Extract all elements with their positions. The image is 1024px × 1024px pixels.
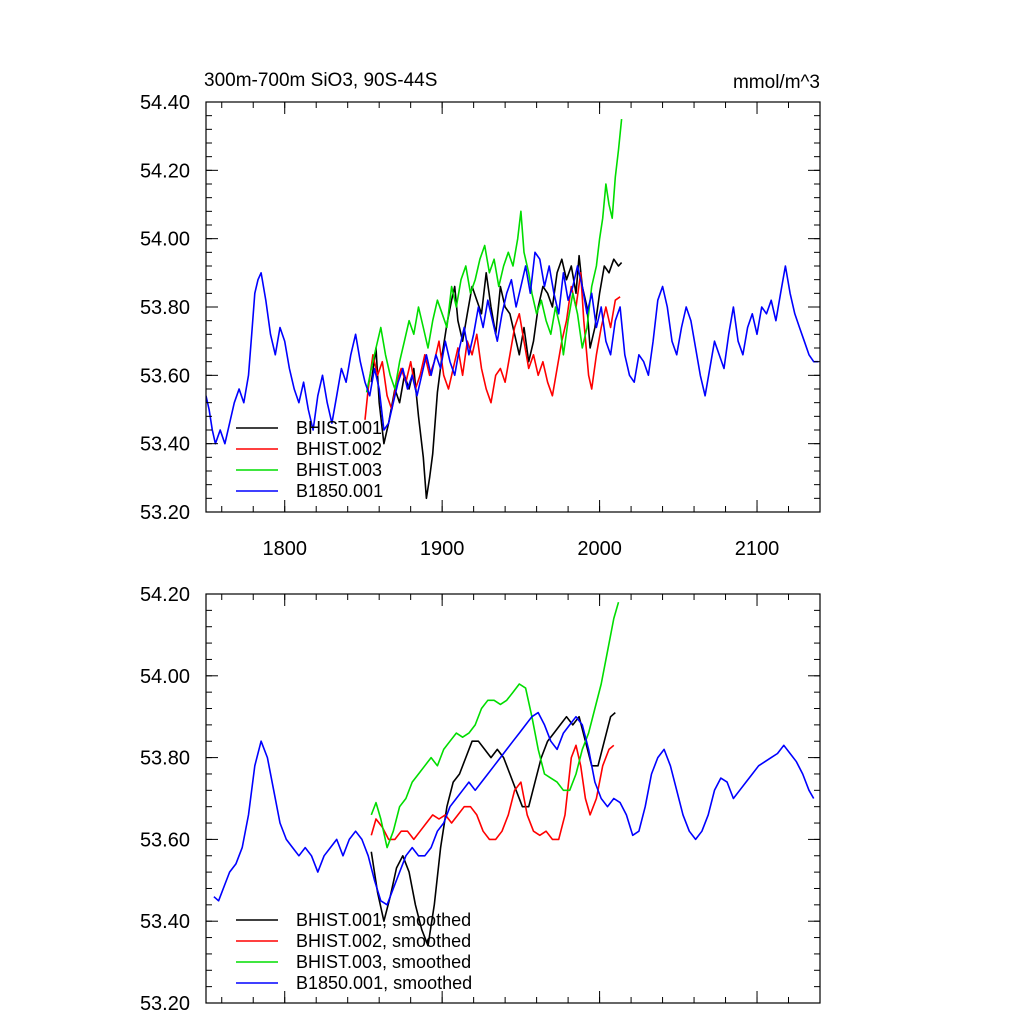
y-tick-label: 54.20 xyxy=(140,160,190,182)
chart-title: 300m-700m SiO3, 90S-44S xyxy=(204,70,437,91)
y-tick-label: 53.80 xyxy=(140,297,190,319)
series-line-3 xyxy=(370,601,620,849)
series-line-4 xyxy=(206,251,819,445)
series-line-4 xyxy=(213,711,815,906)
upper-axes: 53.20 53.40 53.60 53.80 54.00 54.20 54.40 1800 1… xyxy=(140,92,821,560)
legend-label: BHIST.001 xyxy=(296,418,382,438)
y-tick-label: 54.00 xyxy=(140,229,190,251)
y-tick-label: 53.60 xyxy=(140,365,190,387)
x-tick-label: 1800 xyxy=(262,538,307,560)
lower-plot-area xyxy=(213,601,815,947)
y-tick-label: 54.40 xyxy=(140,92,190,114)
upper-plot-area xyxy=(206,119,819,500)
legend-label: B1850.001, smoothed xyxy=(296,973,472,993)
lower-panel: 53.20 53.40 53.60 53.80 54.00 54.20 BHIST.001… xyxy=(140,584,821,1015)
legend-label: BHIST.003, smoothed xyxy=(296,952,471,972)
legend-label: B1850.001 xyxy=(296,481,383,501)
legend-label: BHIST.002, smoothed xyxy=(296,931,471,951)
legend-label: BHIST.003 xyxy=(296,460,382,480)
y-tick-label: 53.40 xyxy=(140,434,190,456)
y-tick-label: 53.20 xyxy=(140,502,190,524)
units-label: mmol/m^3 xyxy=(733,72,820,93)
legend-label: BHIST.001, smoothed xyxy=(296,910,471,930)
y-tick-label: 53.80 xyxy=(140,748,190,770)
lower-axes: 53.20 53.40 53.60 53.80 54.00 54.20 xyxy=(140,584,821,1015)
y-tick-label: 54.00 xyxy=(140,666,190,688)
upper-panel: 300m-700m SiO3, 90S-44S mmol/m^3 53.2053… xyxy=(140,70,821,560)
y-tick-label: 53.20 xyxy=(140,993,190,1015)
series-line-1 xyxy=(370,711,616,947)
x-tick-label: 1900 xyxy=(420,538,465,560)
legend-label: BHIST.002 xyxy=(296,439,382,459)
y-tick-label: 53.60 xyxy=(140,829,190,851)
series-line-2 xyxy=(370,744,615,841)
x-tick-label: 2100 xyxy=(735,538,780,560)
plot-frame xyxy=(205,593,821,1004)
series-line-3 xyxy=(365,119,623,393)
y-tick-label: 54.20 xyxy=(140,584,190,606)
y-tick-label: 53.40 xyxy=(140,911,190,933)
x-tick-label: 2000 xyxy=(577,538,622,560)
